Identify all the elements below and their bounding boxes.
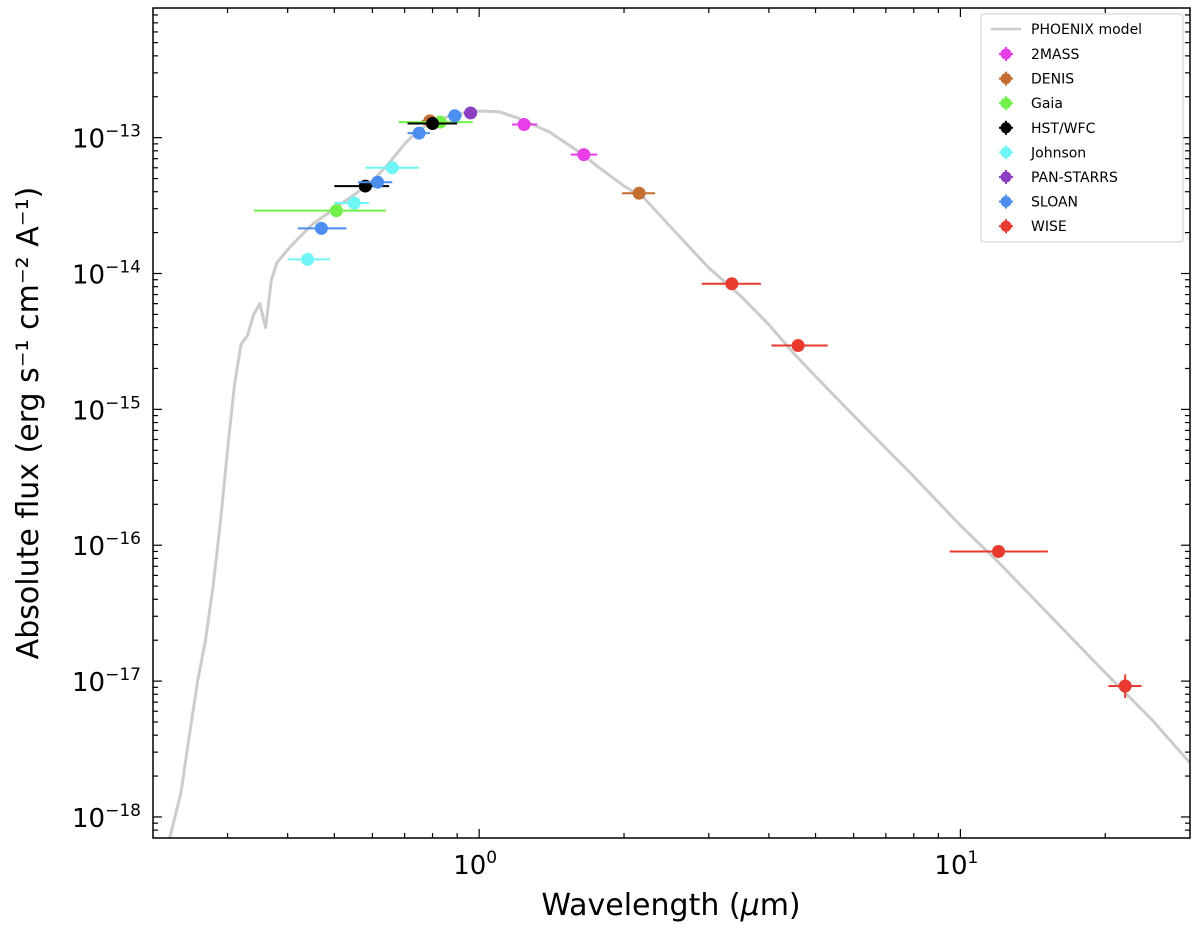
- legend-pan-starrs-marker: [1000, 171, 1012, 183]
- y-axis-label: Absolute flux (erg s⁻¹ cm⁻² A⁻¹): [11, 187, 46, 660]
- legend-2mass-marker: [1000, 48, 1012, 60]
- legend-label-sloan: SLOAN: [1031, 195, 1078, 211]
- legend-label-hst-wfc: HST/WFC: [1031, 121, 1096, 137]
- legend-denis-marker: [1000, 73, 1012, 85]
- gaia-marker-0: [329, 204, 343, 218]
- legend-label-2mass: 2MASS: [1031, 47, 1079, 63]
- 2mass-point-1: [570, 148, 598, 162]
- sloan-marker-2: [412, 126, 426, 140]
- y-tick-base: 10: [72, 396, 105, 426]
- y-tick-exp: −16: [105, 529, 141, 549]
- johnson-marker-2: [385, 161, 399, 175]
- wise-point-0: [701, 277, 761, 291]
- x-axis-label: Wavelength (μm): [541, 888, 800, 923]
- y-tick-label-4: 10−17: [72, 665, 141, 698]
- johnson-point-1: [334, 196, 369, 210]
- hst-wfc-marker-1: [426, 117, 440, 131]
- x-tick-exp: 1: [968, 848, 979, 868]
- sloan-point-3: [447, 109, 462, 123]
- x-tick-base: 10: [934, 851, 967, 881]
- y-tick-base: 10: [72, 532, 105, 562]
- legend-hst-wfc-marker: [1000, 122, 1012, 134]
- x-tick-label-1: 101: [934, 848, 978, 881]
- sloan-marker-0: [314, 221, 328, 235]
- data-layer: [253, 106, 1142, 699]
- gaia-point-0: [253, 204, 386, 218]
- 2mass-marker-0: [517, 117, 531, 131]
- legend-sloan-marker: [1000, 196, 1012, 208]
- legend-gaia-marker: [1000, 97, 1012, 109]
- wise-point-1: [771, 339, 828, 353]
- 2mass-point-0: [511, 117, 538, 131]
- sloan-marker-1: [371, 175, 385, 189]
- x-tick-base: 10: [453, 851, 486, 881]
- legend-wise-marker: [1000, 220, 1012, 232]
- x-tick-label-0: 100: [453, 848, 497, 881]
- legend-frame: [980, 13, 1184, 243]
- y-tick-exp: −18: [105, 801, 141, 821]
- legend-label-gaia: Gaia: [1031, 96, 1063, 112]
- y-tick-exp: −14: [105, 258, 141, 278]
- denis-marker-0: [632, 186, 646, 200]
- wise-marker-0: [725, 277, 739, 291]
- y-tick-label-5: 10−18: [72, 801, 141, 834]
- y-tick-exp: −15: [105, 393, 141, 413]
- pan-starrs-marker-0: [464, 106, 478, 120]
- johnson-point-2: [365, 161, 420, 175]
- wise-marker-3: [1118, 679, 1132, 693]
- y-tick-label-3: 10−16: [72, 529, 141, 562]
- sloan-marker-3: [448, 109, 462, 123]
- pan-starrs-point-0: [464, 106, 478, 120]
- legend-label-pan-starrs: PAN-STARRS: [1031, 170, 1118, 186]
- y-tick-exp: −17: [105, 665, 141, 685]
- legend-label-model: PHOENIX model: [1031, 22, 1142, 38]
- legend-label-johnson: Johnson: [1030, 145, 1086, 161]
- johnson-marker-1: [347, 196, 361, 210]
- wise-point-3: [1108, 674, 1142, 699]
- y-tick-label-0: 10−13: [72, 122, 141, 155]
- wise-point-2: [949, 544, 1048, 558]
- y-tick-label-1: 10−14: [72, 258, 141, 291]
- johnson-point-0: [287, 252, 331, 266]
- legend-label-wise: WISE: [1031, 219, 1067, 235]
- y-tick-base: 10: [72, 804, 105, 834]
- legend-johnson-marker: [1000, 146, 1012, 158]
- x-tick-exp: 0: [486, 848, 497, 868]
- sloan-point-2: [407, 126, 430, 140]
- y-tick-base: 10: [72, 261, 105, 291]
- denis-point-0: [621, 186, 656, 200]
- legend: PHOENIX model 2MASS DENIS Gaia HST/WFC Johnso…: [980, 13, 1184, 243]
- sloan-point-1: [357, 175, 393, 189]
- y-tick-exp: −13: [105, 122, 141, 142]
- wise-marker-2: [992, 544, 1005, 558]
- johnson-marker-0: [301, 252, 315, 266]
- legend-label-denis: DENIS: [1031, 72, 1074, 88]
- hst-wfc-point-1: [407, 117, 458, 131]
- y-tick-base: 10: [72, 668, 105, 698]
- wise-marker-1: [791, 339, 805, 353]
- sloan-point-0: [297, 221, 347, 235]
- y-tick-base: 10: [72, 125, 105, 155]
- y-tick-label-2: 10−15: [72, 393, 141, 426]
- 2mass-marker-1: [577, 148, 591, 162]
